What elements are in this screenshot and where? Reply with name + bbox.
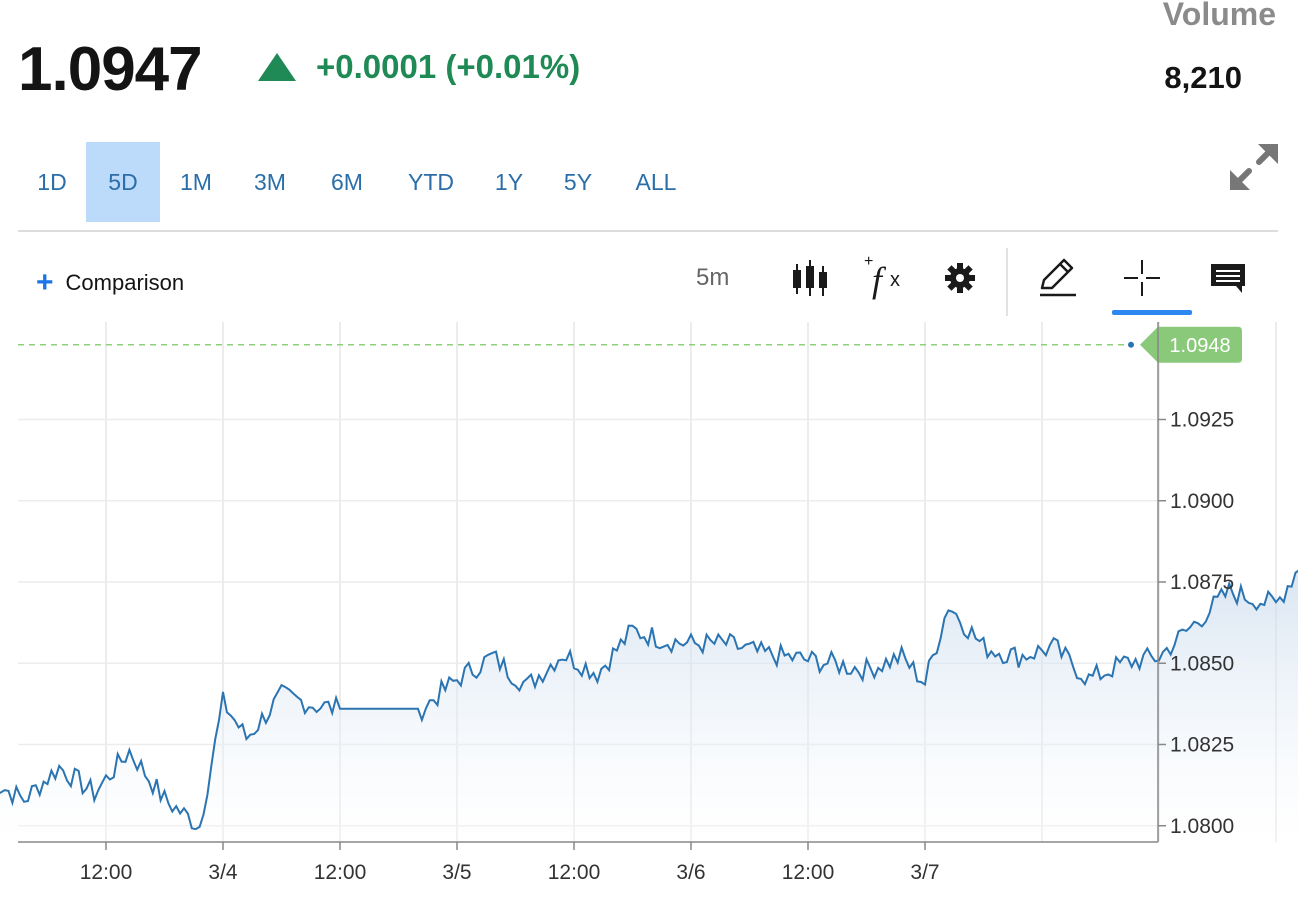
y-tick-label: 1.0875 <box>1170 571 1234 594</box>
crosshair-icon[interactable] <box>1118 252 1166 304</box>
plus-icon: + <box>36 266 54 299</box>
range-5d[interactable]: 5D <box>86 142 160 222</box>
candlestick-icon[interactable] <box>786 252 834 304</box>
range-6m[interactable]: 6M <box>331 169 363 195</box>
range-3m[interactable]: 3M <box>254 169 286 195</box>
y-tick-label: 1.0850 <box>1170 652 1234 675</box>
function-icon[interactable]: + f x <box>860 252 908 304</box>
price-area-fill <box>0 570 1298 842</box>
up-triangle-icon <box>258 53 296 81</box>
last-price: 1.0947 <box>18 35 203 104</box>
volume-value: 8,210 <box>1164 60 1242 95</box>
range-ytd[interactable]: YTD <box>408 169 454 195</box>
expand-icon[interactable] <box>1226 140 1282 194</box>
change-value: +0.0001 (+0.01%) <box>316 48 581 85</box>
price-line <box>0 569 1298 831</box>
y-tick-label: 1.0800 <box>1170 815 1234 838</box>
crosshair-active-indicator <box>1112 310 1192 315</box>
y-tick-label: 1.0825 <box>1170 734 1234 757</box>
comparison-label: Comparison <box>65 270 185 295</box>
header-divider <box>18 230 1278 232</box>
x-tick-label: 12:00 <box>548 861 601 884</box>
interval-selector[interactable]: 5m <box>696 264 730 291</box>
range-1y[interactable]: 1Y <box>494 169 524 195</box>
toolbar-divider <box>1006 248 1008 316</box>
x-tick-label: 12:00 <box>80 861 133 884</box>
x-tick-label: 3/4 <box>208 861 238 884</box>
price-change: +0.0001 (+0.01%) <box>258 48 580 86</box>
x-tick-label: 3/6 <box>676 861 705 884</box>
gear-icon[interactable] <box>936 252 984 304</box>
range-selector: 1D 5D 1M 3M 6M YTD 1Y 5Y ALL <box>18 142 698 222</box>
x-tick-label: 3/5 <box>442 861 471 884</box>
y-tick-label: 1.0900 <box>1170 490 1234 513</box>
range-1d[interactable]: 1D <box>37 169 67 195</box>
x-tick-label: 12:00 <box>782 861 835 884</box>
last-price-label: 1.0948 <box>1169 335 1230 357</box>
range-all[interactable]: ALL <box>635 169 677 195</box>
svg-text:x: x <box>890 269 900 291</box>
range-5y[interactable]: 5Y <box>563 169 593 195</box>
range-1m[interactable]: 1M <box>180 169 212 195</box>
pencil-icon[interactable] <box>1034 252 1082 304</box>
price-chart[interactable]: 1.0948 12:003/412:003/512:003/612:003/73… <box>0 318 1298 898</box>
last-price-dot <box>1126 339 1136 350</box>
last-price-tag: 1.0948 <box>1140 326 1242 363</box>
x-tick-label: 12:00 <box>314 861 367 884</box>
volume-label: Volume <box>1162 0 1276 32</box>
axis-ticks: 12:003/412:003/512:003/612:003/73/81.080… <box>80 409 1235 885</box>
x-tick-label: 3/7 <box>910 861 939 884</box>
svg-text:+: + <box>864 254 873 270</box>
comparison-button[interactable]: + Comparison <box>36 268 184 298</box>
comment-icon[interactable] <box>1204 252 1252 304</box>
svg-text:f: f <box>872 260 887 300</box>
y-tick-label: 1.0925 <box>1170 409 1234 432</box>
